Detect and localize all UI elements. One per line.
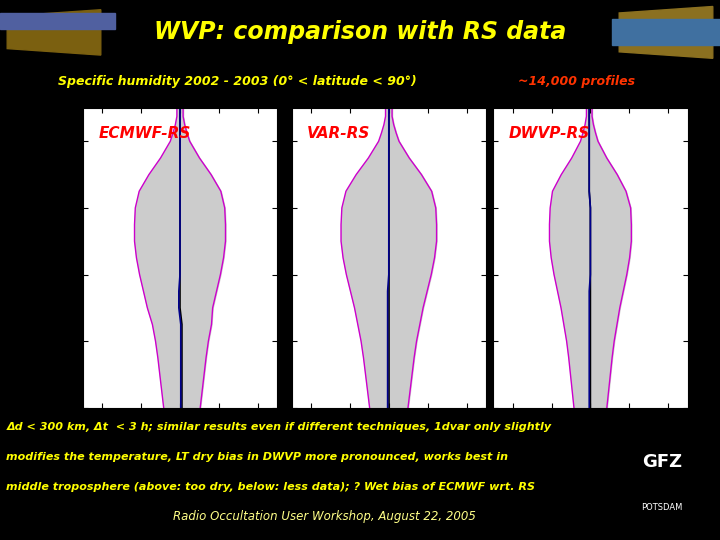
Polygon shape — [619, 6, 713, 58]
X-axis label: SH$_{\mathrm{DWVP}}$-SH$_{\mathrm{RS}}$ [g/kg]: SH$_{\mathrm{DWVP}}$-SH$_{\mathrm{RS}}$ … — [543, 427, 638, 441]
Text: WVP: comparison with RS data: WVP: comparison with RS data — [154, 21, 566, 44]
Polygon shape — [7, 10, 101, 55]
Text: middle troposphere (above: too dry, below: less data); ? Wet bias of ECMWF wrt. : middle troposphere (above: too dry, belo… — [6, 482, 536, 492]
Y-axis label: PRESSURE [hPo]: PRESSURE [hPo] — [39, 218, 49, 298]
Bar — [612, 19, 720, 45]
Bar — [0, 13, 115, 29]
Text: modifies the temperature, LT dry bias in DWVP more pronounced, works best in: modifies the temperature, LT dry bias in… — [6, 452, 508, 462]
Text: Specific humidity 2002 - 2003 (0° < latitude < 90°): Specific humidity 2002 - 2003 (0° < lati… — [58, 75, 420, 87]
X-axis label: SH$_{\mathrm{VAR}}$-SH$_{\mathrm{RS}}$ [g/kg]: SH$_{\mathrm{VAR}}$-SH$_{\mathrm{RS}}$ [… — [345, 427, 433, 441]
X-axis label: SH$_{\mathrm{ECMWF}}$-SH$_{\mathrm{RS}}$ [g/kg]: SH$_{\mathrm{ECMWF}}$-SH$_{\mathrm{RS}}$… — [130, 427, 230, 441]
Text: Radio Occultation User Workshop, August 22, 2005: Radio Occultation User Workshop, August … — [173, 510, 475, 523]
Text: VAR-RS: VAR-RS — [307, 126, 371, 141]
Text: ~14,000 profiles: ~14,000 profiles — [518, 75, 636, 87]
Text: GFZ: GFZ — [642, 453, 682, 471]
Text: DWVP-RS: DWVP-RS — [509, 126, 590, 141]
Text: ECMWF-RS: ECMWF-RS — [99, 126, 191, 141]
Text: POTSDAM: POTSDAM — [641, 503, 683, 512]
Text: Δd < 300 km, Δt  < 3 h; similar results even if different techniques, 1dvar only: Δd < 300 km, Δt < 3 h; similar results e… — [6, 422, 552, 432]
